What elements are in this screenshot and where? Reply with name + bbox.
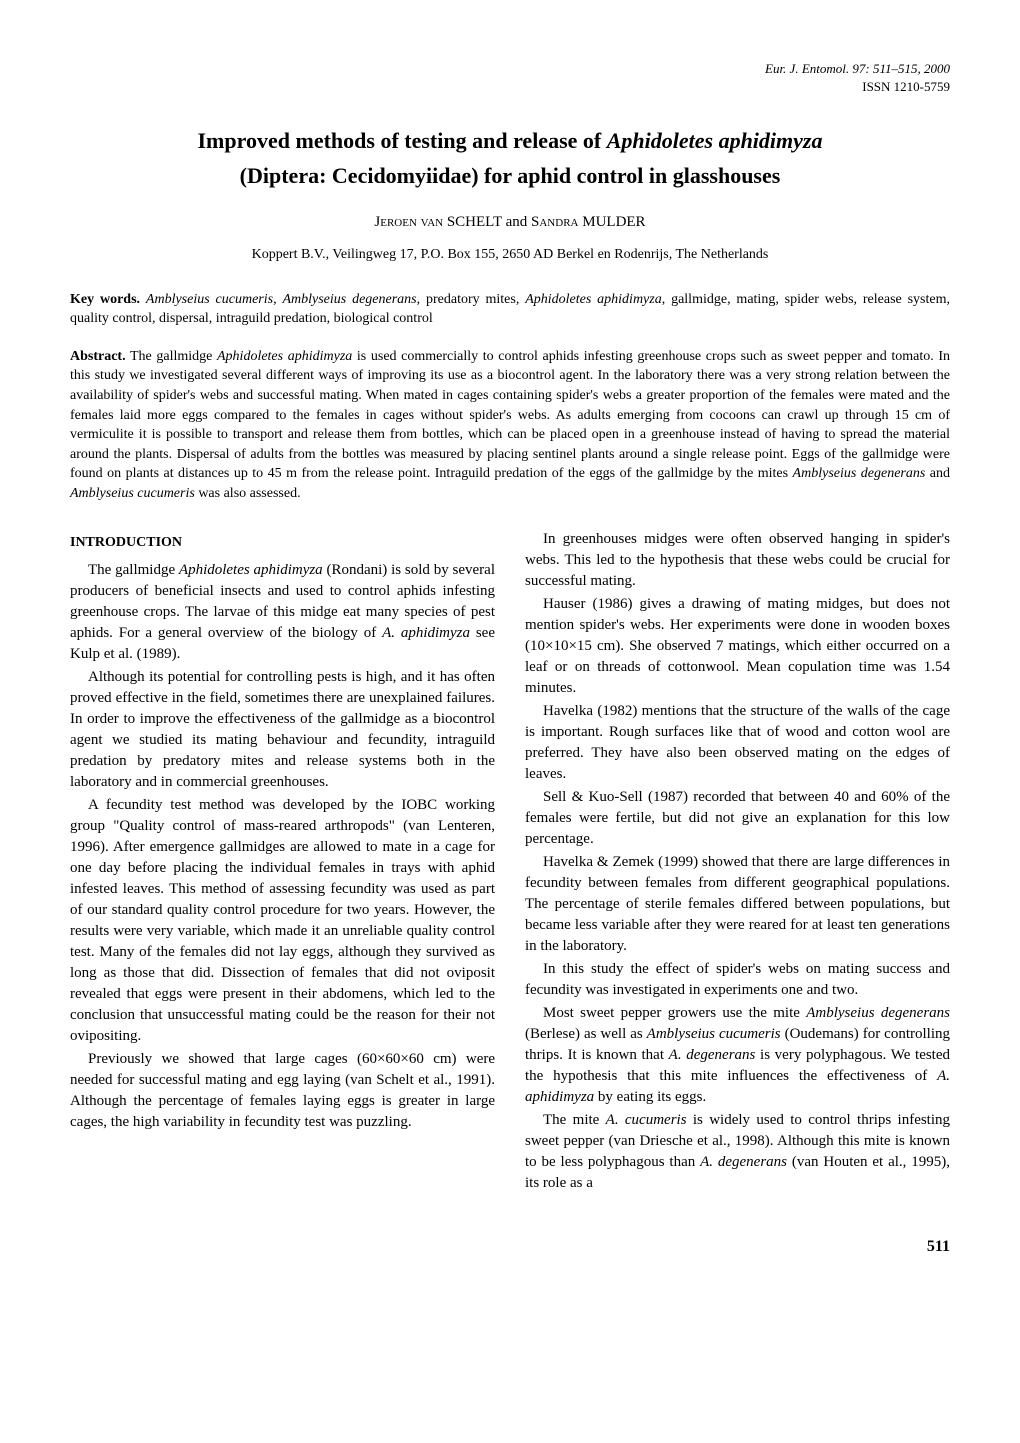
intro-p4: Previously we showed that large cages (6… <box>70 1049 495 1133</box>
intro-p9: Havelka & Zemek (1999) showed that there… <box>525 852 950 957</box>
body-columns: INTRODUCTION The gallmidge Aphidoletes a… <box>70 529 950 1196</box>
intro-p7: Havelka (1982) mentions that the structu… <box>525 701 950 785</box>
right-column: In greenhouses midges were often observe… <box>525 529 950 1196</box>
page-number: 511 <box>70 1236 950 1258</box>
intro-p3: A fecundity test method was developed by… <box>70 795 495 1047</box>
affiliation: Koppert B.V., Veilingweg 17, P.O. Box 15… <box>70 245 950 265</box>
journal-meta: Eur. J. Entomol. 97: 511–515, 2000 ISSN … <box>70 60 950 96</box>
article-title-line2: (Diptera: Cecidomyiidae) for aphid contr… <box>70 161 950 192</box>
intro-p11: Most sweet pepper growers use the mite A… <box>525 1003 950 1108</box>
abstract: Abstract. The gallmidge Aphidoletes aphi… <box>70 347 950 504</box>
intro-p12: The mite A. cucumeris is widely used to … <box>525 1110 950 1194</box>
intro-p2: Although its potential for controlling p… <box>70 667 495 793</box>
section-heading-introduction: INTRODUCTION <box>70 533 495 553</box>
intro-p6: Hauser (1986) gives a drawing of mating … <box>525 594 950 699</box>
journal-citation: Eur. J. Entomol. 97: 511–515, 2000 <box>765 61 950 76</box>
intro-p1: The gallmidge Aphidoletes aphidimyza (Ro… <box>70 560 495 665</box>
article-title-line1: Improved methods of testing and release … <box>70 126 950 157</box>
intro-p8: Sell & Kuo-Sell (1987) recorded that bet… <box>525 787 950 850</box>
journal-issn: ISSN 1210-5759 <box>862 79 950 94</box>
authors: Jeroen van SCHELT and Sandra MULDER <box>70 212 950 233</box>
keywords-label: Key words. <box>70 292 140 307</box>
intro-p10: In this study the effect of spider's web… <box>525 959 950 1001</box>
abstract-label: Abstract. <box>70 349 126 364</box>
intro-p5: In greenhouses midges were often observe… <box>525 529 950 592</box>
left-column: INTRODUCTION The gallmidge Aphidoletes a… <box>70 529 495 1196</box>
keywords: Key words. Amblyseius cucumeris, Amblyse… <box>70 290 950 329</box>
